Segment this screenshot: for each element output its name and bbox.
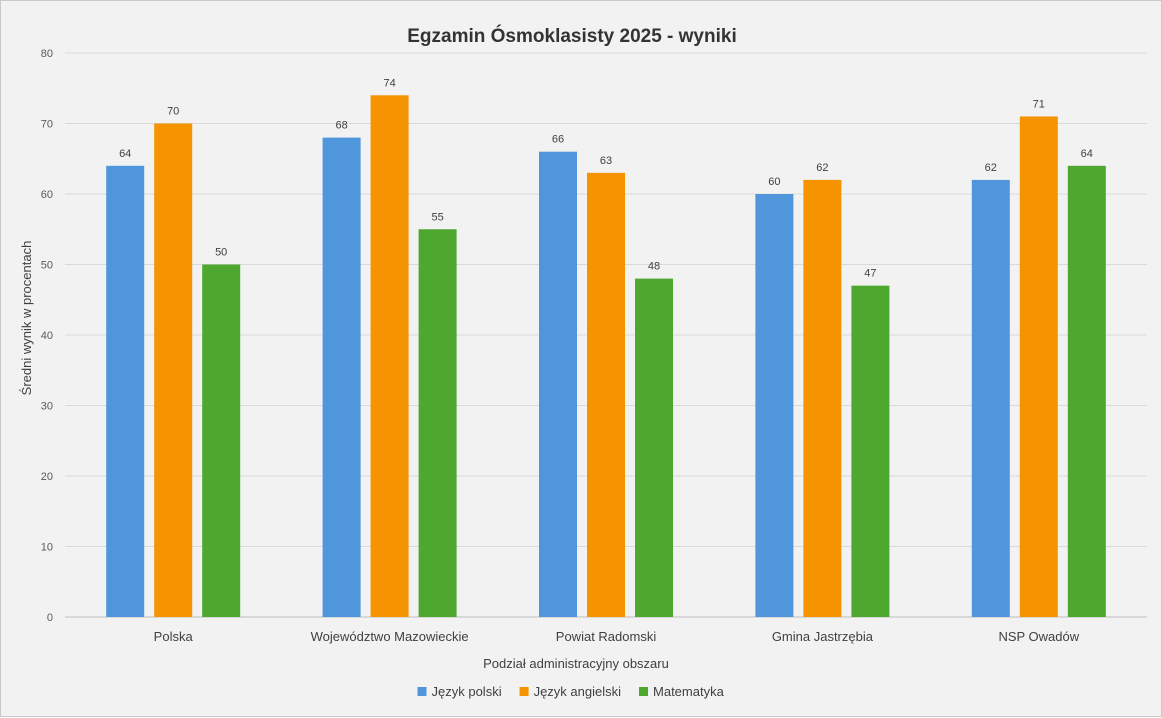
- x-axis-title: Podział administracyjny obszaru: [483, 656, 669, 671]
- data-label: 64: [1081, 148, 1093, 160]
- data-label: 74: [383, 77, 395, 89]
- data-label: 62: [985, 162, 997, 174]
- data-label: 63: [600, 155, 612, 167]
- bar-język-polski-0: [106, 165, 145, 618]
- bars: [106, 95, 1106, 618]
- bar-język-polski-1: [322, 137, 361, 617]
- legend-swatch: [519, 687, 529, 696]
- data-label: 48: [648, 261, 660, 273]
- legend-label: Język polski: [432, 684, 502, 699]
- data-label: 71: [1033, 98, 1045, 110]
- y-tick-label: 80: [41, 48, 53, 60]
- y-tick-label: 70: [41, 119, 53, 131]
- y-tick-label: 20: [41, 471, 53, 483]
- legend: Język polski Język angielski Matematyka: [417, 684, 725, 699]
- x-axis-categories: Polska Województwo Mazowieckie Powiat Rado…: [154, 629, 1080, 644]
- data-label: 47: [864, 268, 876, 280]
- legend-swatch: [417, 687, 427, 696]
- data-label: 60: [768, 176, 780, 188]
- data-label: 68: [335, 120, 347, 132]
- bar-matematyka-3: [851, 285, 890, 617]
- data-label: 64: [119, 148, 131, 160]
- y-tick-label: 40: [41, 330, 53, 342]
- y-tick-label: 30: [41, 401, 53, 413]
- bar-język-angielski-2: [587, 172, 625, 617]
- y-axis-ticks: 0 10 20 30 40 50 60 70 80: [41, 48, 53, 624]
- bar-język-angielski-4: [1019, 116, 1058, 617]
- data-label: 50: [215, 247, 227, 259]
- bar-matematyka-1: [418, 229, 457, 617]
- category-label: NSP Owadów: [998, 629, 1079, 644]
- category-label: Powiat Radomski: [556, 629, 657, 644]
- chart-title: Egzamin Ósmoklasisty 2025 - wyniki: [407, 25, 736, 47]
- bar-język-angielski-3: [803, 179, 842, 617]
- category-label: Polska: [154, 629, 194, 644]
- legend-label: Język angielski: [534, 684, 622, 699]
- category-label: Gmina Jastrzębia: [772, 629, 874, 644]
- legend-swatch: [639, 687, 649, 696]
- bar-matematyka-0: [202, 264, 241, 617]
- data-label: 70: [167, 106, 179, 118]
- bar-matematyka-4: [1067, 165, 1106, 618]
- y-tick-label: 0: [47, 612, 53, 624]
- y-tick-label: 10: [41, 542, 53, 554]
- bar-język-polski-4: [971, 179, 1010, 617]
- y-axis-title: Średni wynik w procentach: [19, 241, 34, 396]
- bar-język-polski-3: [755, 194, 794, 617]
- bar-język-angielski-0: [154, 123, 193, 617]
- bar-język-angielski-1: [370, 95, 409, 618]
- data-label: 55: [431, 211, 443, 223]
- bar-język-polski-2: [539, 151, 577, 617]
- y-tick-label: 50: [41, 260, 53, 272]
- data-label: 66: [552, 134, 564, 146]
- data-label: 62: [816, 162, 828, 174]
- y-tick-label: 60: [41, 189, 53, 201]
- category-label: Województwo Mazowieckie: [311, 629, 469, 644]
- legend-label: Matematyka: [653, 684, 725, 699]
- bar-matematyka-2: [635, 278, 673, 617]
- data-labels: 64 70 50 68 74 55 66 63 48 60 62 47 62 71 64: [119, 77, 1093, 279]
